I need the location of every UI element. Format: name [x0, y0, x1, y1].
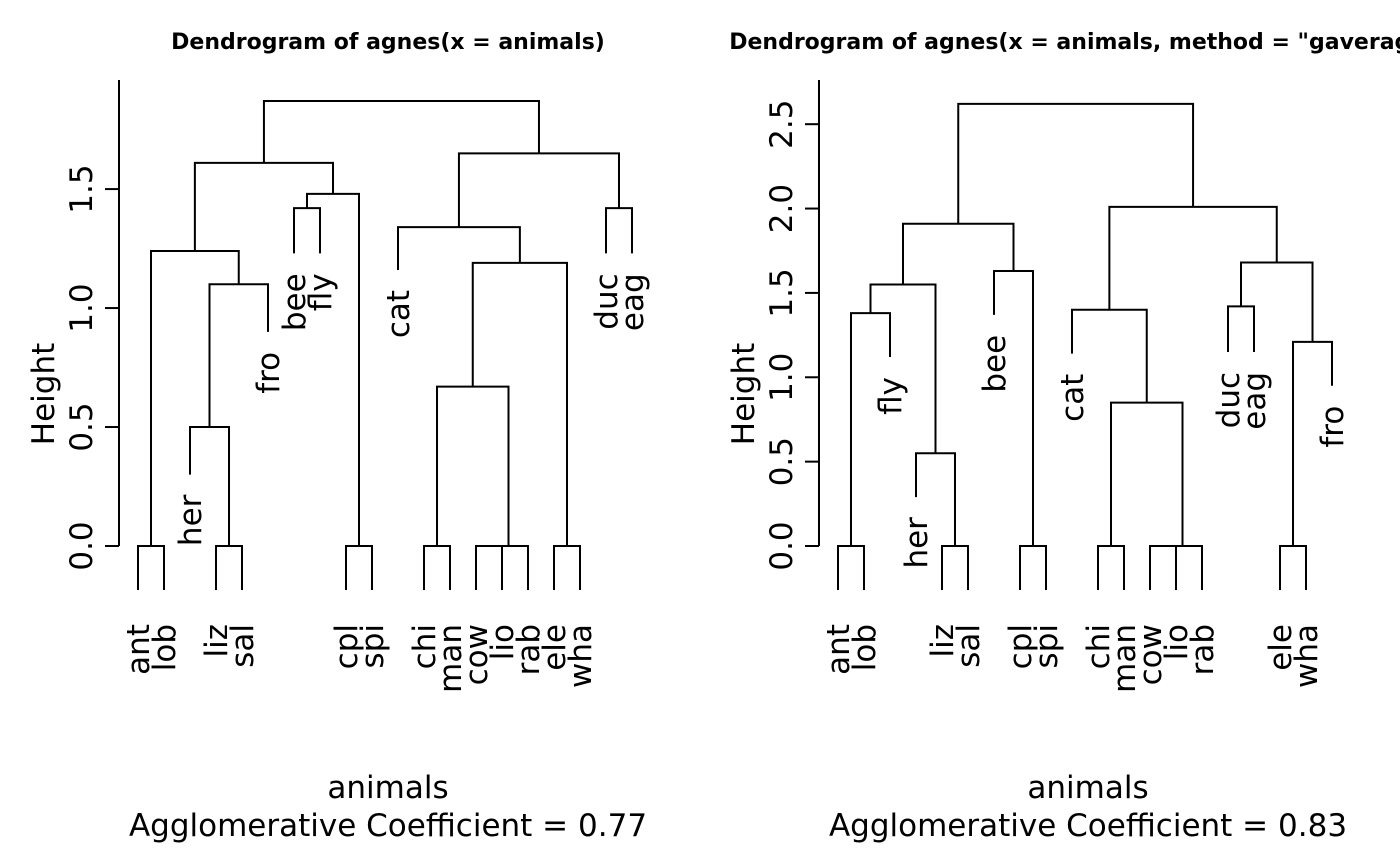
- y-tick-label: 0.0: [64, 521, 100, 570]
- y-tick-label: 1.0: [64, 283, 100, 332]
- leaf-label: cat: [1055, 374, 1091, 422]
- agglomerative-coefficient: Agglomerative Coefficient = 0.77: [129, 808, 647, 844]
- dendrogram-link: [1071, 308, 1148, 403]
- leaf-label: duc: [589, 273, 625, 329]
- chart-title: Dendrogram of agnes(x = animals): [171, 30, 605, 55]
- dendrogram-link: [553, 545, 581, 590]
- leaf-label: cow: [459, 624, 495, 685]
- y-tick-label: 0.5: [764, 437, 800, 486]
- x-axis-label: animals: [327, 770, 448, 806]
- y-tick-label: 0.5: [64, 402, 100, 451]
- y-tick-label: 0.0: [764, 521, 800, 570]
- dendrogram-link: [137, 545, 165, 590]
- dendrogram-link: [1227, 305, 1255, 352]
- leaf-label: chi: [407, 624, 443, 669]
- leaf-label: sal: [225, 624, 261, 668]
- dendrogram-link: [1108, 205, 1278, 310]
- dendrogram-panel-left: Dendrogram of agnes(x = animals) Height …: [26, 30, 651, 844]
- dendrogram-link: [306, 192, 360, 546]
- leaf-label: lio: [1159, 624, 1195, 660]
- y-tick-label: 2.0: [764, 184, 800, 233]
- dendrogram-link: [475, 545, 503, 590]
- chart-title: Dendrogram of agnes(x = animals, method …: [729, 30, 1400, 55]
- leaf-label: wha: [563, 624, 599, 688]
- x-axis-label: animals: [1027, 770, 1148, 806]
- dendrogram-link: [993, 269, 1034, 546]
- leaf-label: lio: [485, 624, 521, 660]
- dendrogram-link: [837, 545, 865, 590]
- dendrogram-link: [471, 261, 568, 546]
- leaf-label: cat: [381, 290, 417, 338]
- leaf-label: fly: [873, 377, 909, 415]
- leaf-label: liz: [199, 624, 235, 658]
- dendrogram-link: [1240, 261, 1314, 342]
- leaf-label: man: [433, 624, 469, 693]
- leaf-label: spi: [355, 624, 391, 668]
- leaf-label: sal: [951, 624, 987, 668]
- leaf-label: fro: [1315, 406, 1351, 448]
- y-tick-label: 1.5: [64, 164, 100, 213]
- dendrogram-link: [423, 545, 451, 590]
- dendrogram-panel-right: Dendrogram of agnes(x = animals, method …: [726, 30, 1400, 844]
- leaf-label: fly: [303, 273, 339, 311]
- leaf-label: ant: [821, 624, 857, 675]
- leaf-label: ele: [1263, 624, 1299, 671]
- dendrogram-link: [902, 222, 1015, 285]
- y-tick-label: 1.5: [764, 268, 800, 317]
- dendrogram-link: [262, 100, 540, 163]
- dendrogram-link: [293, 207, 321, 254]
- leaf-label: her: [899, 517, 935, 569]
- leaf-label: cpl: [329, 624, 365, 669]
- y-tick-label: 2.5: [764, 100, 800, 149]
- leaf-label: bee: [977, 335, 1013, 393]
- leaf-label: ele: [537, 624, 573, 671]
- dendrogram-link: [436, 385, 510, 546]
- agglomerative-coefficient: Agglomerative Coefficient = 0.83: [829, 808, 1347, 844]
- leaf-label: liz: [925, 624, 961, 658]
- dendrogram-link: [150, 249, 240, 546]
- leaf-label: rab: [511, 624, 547, 675]
- dendrogram-link: [869, 283, 937, 454]
- leaf-label: lob: [147, 624, 183, 671]
- dendrogram-link: [957, 102, 1195, 224]
- leaf-label: cow: [1133, 624, 1169, 685]
- dendrogram-link: [189, 426, 230, 546]
- leaf-label: chi: [1081, 624, 1117, 669]
- leaf-label: wha: [1289, 624, 1325, 688]
- dendrogram-link: [1279, 545, 1307, 590]
- dendrogram-link: [193, 161, 334, 251]
- leaf-label: cpl: [1003, 624, 1039, 669]
- leaf-label: ant: [121, 624, 157, 675]
- leaf-label: rab: [1185, 624, 1221, 675]
- leaf-label: bee: [277, 273, 313, 331]
- y-tick-label: 1.0: [764, 353, 800, 402]
- leaf-label: spi: [1029, 624, 1065, 668]
- dendrogram-link: [850, 312, 891, 546]
- dendrogram-link: [941, 545, 969, 590]
- dendrogram-link: [457, 152, 620, 228]
- y-axis-label: Height: [26, 343, 62, 445]
- dendrogram-link: [1019, 545, 1047, 590]
- dendrogram-link: [605, 207, 633, 254]
- dendrogram-link: [215, 545, 243, 590]
- leaf-label: lob: [847, 624, 883, 671]
- leaf-label: man: [1107, 624, 1143, 693]
- leaf-label: eag: [615, 273, 651, 331]
- leaf-label: fro: [251, 352, 287, 394]
- dendrogram-link: [1163, 545, 1203, 590]
- leaf-label: her: [173, 494, 209, 546]
- dendrogram-link: [397, 226, 521, 270]
- leaf-label: duc: [1211, 372, 1247, 428]
- dendrogram-link: [345, 545, 373, 590]
- dendrogram-link: [489, 545, 529, 590]
- dendrogram-link: [1097, 545, 1125, 590]
- leaf-label: eag: [1237, 372, 1273, 430]
- dendrogram-link: [1110, 401, 1184, 546]
- dendrogram-link: [1149, 545, 1177, 590]
- y-axis-label: Height: [726, 343, 762, 445]
